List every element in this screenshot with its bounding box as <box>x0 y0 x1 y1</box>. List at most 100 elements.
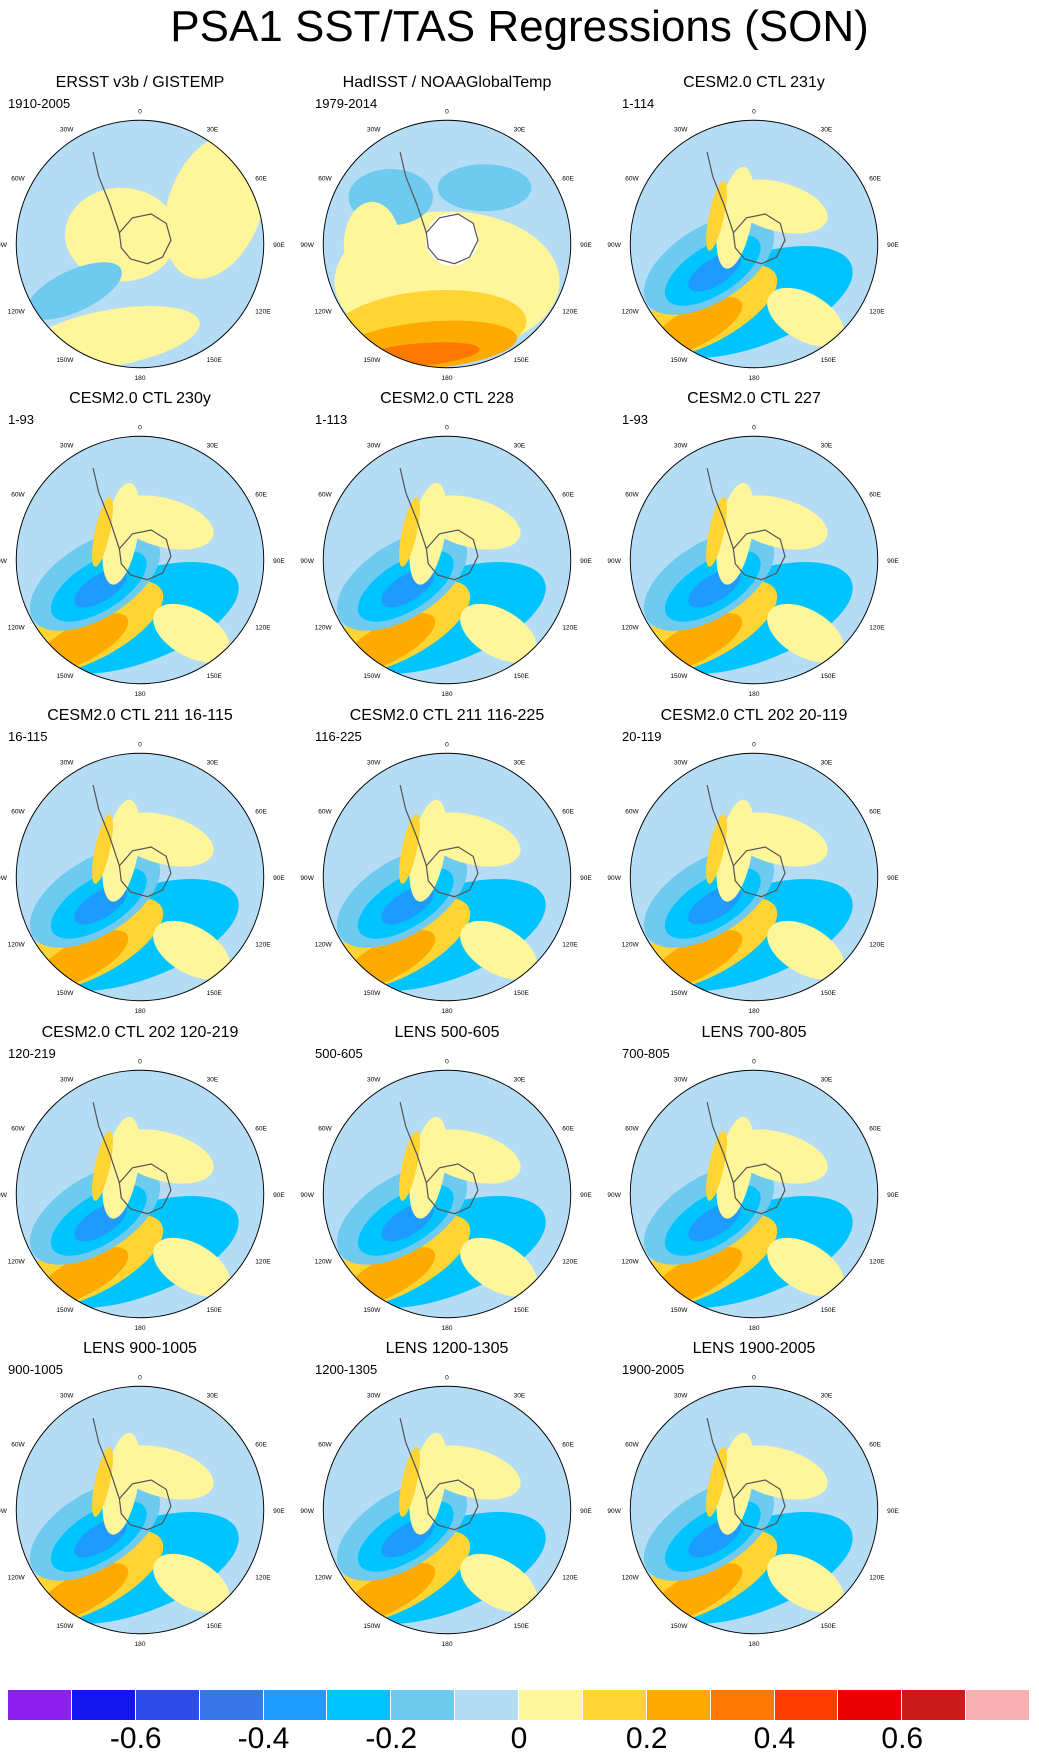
longitude-label: 0 <box>445 742 449 749</box>
longitude-label: 0 <box>752 109 756 116</box>
panel-period: 500-605 <box>315 1046 363 1061</box>
longitude-label: 30E <box>207 443 219 450</box>
contour-fill <box>767 920 844 980</box>
longitude-label: 60E <box>562 491 574 498</box>
antarctica-coastline <box>118 1163 172 1215</box>
longitude-label: 30W <box>674 1077 688 1084</box>
contour-fill <box>153 1237 230 1297</box>
longitude-label: 0 <box>138 1375 142 1382</box>
colorbar-label: 0 <box>510 1722 528 1755</box>
longitude-label: 120W <box>8 308 26 315</box>
longitude-label: 30W <box>367 1077 381 1084</box>
longitude-label: 180 <box>442 375 453 382</box>
contour-fill <box>767 603 844 663</box>
polar-map: 0 30E 60E 90E 120E 150E 180 150W 120W 90W 60W 30W <box>300 1059 592 1332</box>
map-panel: CESM2.0 CTL 202 20-119 20-119 0 30E 60E 90E 12… <box>604 707 904 1022</box>
colorbar-box <box>391 1690 456 1720</box>
longitude-label: 180 <box>749 691 760 698</box>
colorbar-box <box>327 1690 392 1720</box>
longitude-label: 30W <box>674 127 688 134</box>
colorbar-label: 0.2 <box>625 1722 668 1755</box>
contour-fill <box>727 495 828 550</box>
longitude-label: 30W <box>674 443 688 450</box>
map-boundary <box>629 752 879 1002</box>
longitude-label: 60E <box>869 175 881 182</box>
south-america-coastline <box>92 467 120 549</box>
longitude-label: 90W <box>300 1192 314 1199</box>
longitude-label: 30W <box>60 1393 74 1400</box>
longitude-label: 60W <box>318 175 332 182</box>
colorbar-box <box>8 1690 72 1720</box>
longitude-label: 120W <box>8 624 26 631</box>
south-america-coastline <box>92 1101 120 1183</box>
longitude-label: 60E <box>562 175 574 182</box>
longitude-label: 60E <box>869 1125 881 1132</box>
longitude-label: 30W <box>367 1393 381 1400</box>
panel-period: 20-119 <box>622 729 662 744</box>
longitude-label: 90W <box>300 558 314 565</box>
contour-fill <box>767 1553 844 1613</box>
colorbar-box <box>455 1690 519 1720</box>
longitude-label: 60W <box>625 1441 639 1448</box>
polar-map: 0 30E 60E 90E 120E 150E 180 150W 120W 90W 60W 30W <box>607 742 899 1015</box>
contour-fill <box>113 1445 214 1500</box>
longitude-label: 60E <box>869 808 881 815</box>
longitude-label: 0 <box>752 742 756 749</box>
contour-fill <box>767 287 844 347</box>
longitude-label: 30E <box>514 1077 526 1084</box>
longitude-label: 90W <box>607 875 621 882</box>
longitude-label: 120E <box>255 1574 271 1581</box>
panel-title: CESM2.0 CTL 211 116-225 <box>349 707 545 724</box>
panel-period: 1900-2005 <box>622 1362 685 1377</box>
contour-fill <box>727 1129 828 1184</box>
longitude-label: 30E <box>821 760 833 767</box>
longitude-label: 60W <box>11 175 25 182</box>
contour-fill <box>113 495 214 550</box>
longitude-label: 150E <box>514 673 530 680</box>
panel-title: CESM2.0 CTL 227 <box>687 390 821 407</box>
contour-fill <box>65 187 178 282</box>
south-america-coastline <box>399 784 427 866</box>
longitude-label: 30W <box>674 760 688 767</box>
longitude-label: 30E <box>207 1393 219 1400</box>
contour-fill <box>153 603 230 663</box>
longitude-label: 120E <box>869 624 885 631</box>
antarctica-coastline <box>118 529 172 581</box>
longitude-label: 0 <box>138 109 142 116</box>
antarctica-coastline <box>425 529 479 581</box>
longitude-label: 180 <box>442 1325 453 1332</box>
longitude-label: 150W <box>56 357 74 364</box>
longitude-label: 120E <box>255 308 271 315</box>
longitude-label: 0 <box>445 1375 449 1382</box>
longitude-label: 150E <box>514 990 530 997</box>
panel-title: LENS 1900-2005 <box>692 1340 816 1357</box>
longitude-label: 90W <box>607 558 621 565</box>
south-america-coastline <box>92 1417 120 1499</box>
contour-fill <box>420 1129 521 1184</box>
antarctica-coastline <box>425 1163 479 1215</box>
longitude-label: 120W <box>315 1258 333 1265</box>
colorbar-box <box>966 1690 1030 1720</box>
longitude-label: 120E <box>869 1574 885 1581</box>
map-panel: CESM2.0 CTL 227 1-93 0 30E 60E 90E 120E 150E 180… <box>604 390 904 705</box>
contour-fill <box>727 179 828 234</box>
longitude-label: 30E <box>514 760 526 767</box>
longitude-label: 90E <box>273 1192 285 1199</box>
antarctica-coastline <box>732 846 786 898</box>
longitude-label: 30E <box>207 127 219 134</box>
longitude-label: 0 <box>138 425 142 432</box>
longitude-label: 90E <box>580 242 592 249</box>
polar-map: 0 30E 60E 90E 120E 150E 180 150W 120W 90W 60W 30W <box>0 1059 285 1332</box>
longitude-label: 150E <box>514 1623 530 1630</box>
longitude-label: 90E <box>580 875 592 882</box>
longitude-label: 120W <box>315 1574 333 1581</box>
longitude-label: 60W <box>11 1125 25 1132</box>
contour-fill <box>437 164 532 212</box>
map-boundary <box>322 752 572 1002</box>
longitude-label: 30E <box>821 1077 833 1084</box>
longitude-label: 120E <box>255 1258 271 1265</box>
contour-fill <box>26 262 122 320</box>
longitude-label: 90E <box>273 875 285 882</box>
longitude-label: 30E <box>514 1393 526 1400</box>
longitude-label: 180 <box>135 691 146 698</box>
